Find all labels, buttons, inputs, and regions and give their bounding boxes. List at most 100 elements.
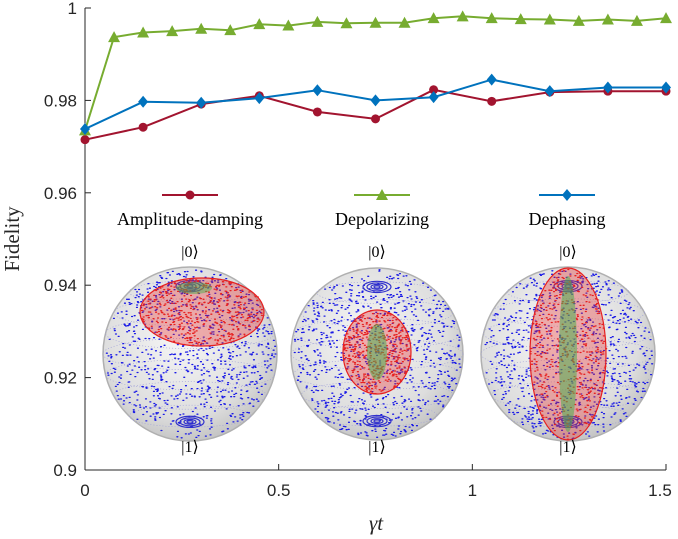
ket-one-label: |1⟩ (368, 439, 385, 456)
latitude-ring (290, 338, 464, 370)
axis-ticks (84, 7, 667, 471)
axes (84, 8, 666, 471)
data-point (602, 81, 613, 94)
inner-core (367, 324, 387, 380)
latitude-ring (301, 381, 453, 409)
data-point (398, 16, 411, 28)
data-point (224, 24, 237, 36)
data-point (429, 85, 439, 95)
data-point (601, 13, 614, 25)
latitude-ring (293, 318, 461, 349)
series-depolarizing (79, 10, 672, 136)
pole-ring (186, 420, 194, 424)
data-point (254, 92, 265, 105)
bloch-sphere (290, 267, 464, 441)
legend-entry-dephasing: Dephasing (529, 189, 605, 229)
legend-diamond-marker (562, 189, 572, 201)
bloch-inset-dephasing: |0⟩ |1⟩ (480, 244, 656, 456)
data-point (312, 84, 323, 97)
pole-ring (362, 414, 392, 428)
series-amplitude-damping (80, 85, 671, 145)
data-point (312, 107, 322, 117)
data-point (138, 95, 149, 108)
legend-entry-depolarizing: Depolarizing (335, 189, 429, 229)
latitude-ring (491, 298, 645, 327)
series-dephasing (80, 73, 671, 136)
latitude-ring (316, 281, 438, 304)
inner-core (559, 276, 577, 432)
y-tick-label: 0.96 (44, 184, 77, 203)
y-tick-label: 0.92 (44, 369, 77, 388)
bloch-sphere (102, 266, 278, 442)
data-point (456, 10, 469, 22)
latitude-ring (102, 338, 278, 370)
data-point (370, 94, 381, 107)
pole-ring (370, 283, 384, 290)
ket-zero-label: |0⟩ (368, 244, 385, 261)
data-point (661, 81, 671, 94)
latitude-ring (105, 359, 275, 391)
data-point (630, 14, 643, 26)
ket-zero-label: |0⟩ (181, 244, 198, 261)
data-point (543, 13, 556, 25)
x-tick-label: 1 (468, 481, 477, 500)
data-point (485, 12, 498, 24)
data-point (428, 91, 439, 104)
bloch-inset-amplitude-damping: |0⟩ |1⟩ (102, 244, 278, 456)
data-point (166, 25, 179, 37)
ket-one-label: |1⟩ (181, 439, 198, 456)
legend: Amplitude-damping Depolarizing Dephasing (117, 189, 605, 229)
data-point (369, 16, 382, 28)
legend-label: Depolarizing (335, 209, 429, 229)
pole-ring (370, 418, 384, 425)
data-point (340, 17, 353, 29)
data-point (487, 96, 497, 106)
data-point (514, 13, 527, 25)
y-tick-label: 1 (68, 0, 77, 18)
bloch-inset-depolarizing: |0⟩ |1⟩ (290, 244, 464, 456)
data-point (660, 12, 672, 24)
ket-zero-label: |0⟩ (559, 244, 576, 261)
latitude-ring (491, 381, 645, 410)
pole-ring (366, 282, 388, 292)
x-axis-title: γt (369, 511, 384, 535)
data-point (371, 114, 380, 124)
data-point (311, 15, 324, 27)
data-point (138, 122, 148, 132)
latitude-ring (293, 359, 461, 390)
y-tick-label: 0.98 (44, 91, 77, 110)
pole-ring (179, 417, 201, 427)
x-tick-label: 0.5 (267, 481, 291, 500)
pole-ring (183, 418, 197, 425)
legend-entry-amplitude-damping: Amplitude-damping (117, 190, 263, 229)
x-tick-label: 1.5 (648, 481, 672, 500)
pole-ring (362, 280, 392, 294)
latitude-ring (113, 298, 267, 327)
legend-label: Amplitude-damping (117, 209, 263, 229)
y-axis-title: Fidelity (0, 206, 24, 272)
latitude-ring (113, 381, 267, 410)
ket-one-label: |1⟩ (559, 439, 576, 456)
bloch-sphere (480, 266, 656, 442)
data-point (80, 123, 90, 136)
inner-core (176, 282, 212, 294)
data-point (108, 31, 121, 43)
latitude-ring (105, 317, 275, 349)
x-tick-label: 0 (80, 481, 89, 500)
pole-ring (373, 419, 381, 423)
x-tick-labels: 0 0.5 1 1.5 (80, 481, 672, 500)
legend-circle-marker (185, 190, 195, 200)
series-layer (79, 10, 672, 145)
latitude-ring (316, 404, 438, 427)
y-tick-label: 0.94 (44, 276, 77, 295)
data-point (196, 96, 207, 109)
data-point (427, 12, 440, 24)
y-tick-label: 0.9 (53, 461, 77, 480)
y-tick-labels: 0.9 0.92 0.94 0.96 0.98 1 (44, 0, 77, 480)
data-point (80, 135, 90, 145)
pole-ring (373, 285, 381, 289)
pole-ring (175, 415, 205, 429)
data-point (486, 73, 497, 86)
data-point (544, 85, 555, 98)
legend-triangle-marker (376, 189, 388, 200)
